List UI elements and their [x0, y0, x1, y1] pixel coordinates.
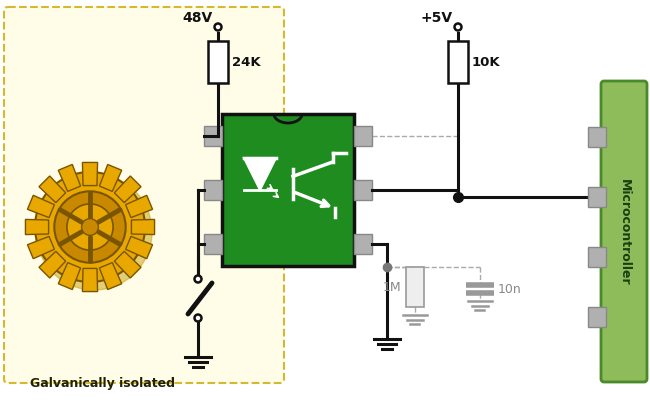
Polygon shape	[125, 196, 153, 218]
Polygon shape	[25, 220, 49, 235]
Text: 48V: 48V	[183, 11, 213, 25]
Polygon shape	[58, 263, 81, 290]
Bar	[588, 128, 606, 148]
Bar	[588, 307, 606, 327]
Bar	[208, 41, 228, 83]
Text: 24K: 24K	[232, 56, 261, 69]
Bar	[354, 180, 372, 200]
Bar	[222, 115, 354, 266]
Polygon shape	[27, 196, 55, 218]
Circle shape	[82, 219, 98, 236]
Text: 10K: 10K	[472, 56, 500, 69]
Circle shape	[194, 315, 202, 322]
Polygon shape	[125, 237, 153, 259]
Bar	[204, 235, 222, 254]
Polygon shape	[99, 263, 122, 290]
Circle shape	[194, 276, 202, 283]
Polygon shape	[39, 176, 66, 203]
Polygon shape	[83, 163, 98, 186]
Text: Galvanically isolated: Galvanically isolated	[30, 376, 175, 389]
Polygon shape	[27, 237, 55, 259]
Circle shape	[454, 24, 462, 31]
FancyBboxPatch shape	[4, 8, 284, 383]
Bar	[204, 127, 222, 147]
Bar	[588, 188, 606, 207]
Polygon shape	[39, 252, 66, 278]
Circle shape	[35, 172, 145, 282]
Bar	[448, 41, 468, 83]
Bar	[406, 267, 424, 307]
Polygon shape	[58, 165, 81, 192]
Polygon shape	[99, 165, 122, 192]
Text: 10n: 10n	[498, 283, 522, 296]
Bar	[354, 127, 372, 147]
Polygon shape	[114, 252, 141, 278]
Bar	[354, 235, 372, 254]
Text: +5V: +5V	[421, 11, 453, 25]
Circle shape	[214, 24, 222, 31]
Bar	[204, 180, 222, 200]
Circle shape	[67, 205, 113, 251]
Circle shape	[36, 174, 152, 290]
Polygon shape	[83, 269, 98, 292]
Bar	[588, 247, 606, 267]
Circle shape	[55, 192, 125, 263]
Polygon shape	[244, 159, 276, 190]
Polygon shape	[114, 176, 141, 203]
Polygon shape	[131, 220, 155, 235]
Text: Microcontroller: Microcontroller	[618, 179, 630, 285]
Text: 1M: 1M	[382, 281, 401, 294]
FancyBboxPatch shape	[601, 82, 647, 382]
